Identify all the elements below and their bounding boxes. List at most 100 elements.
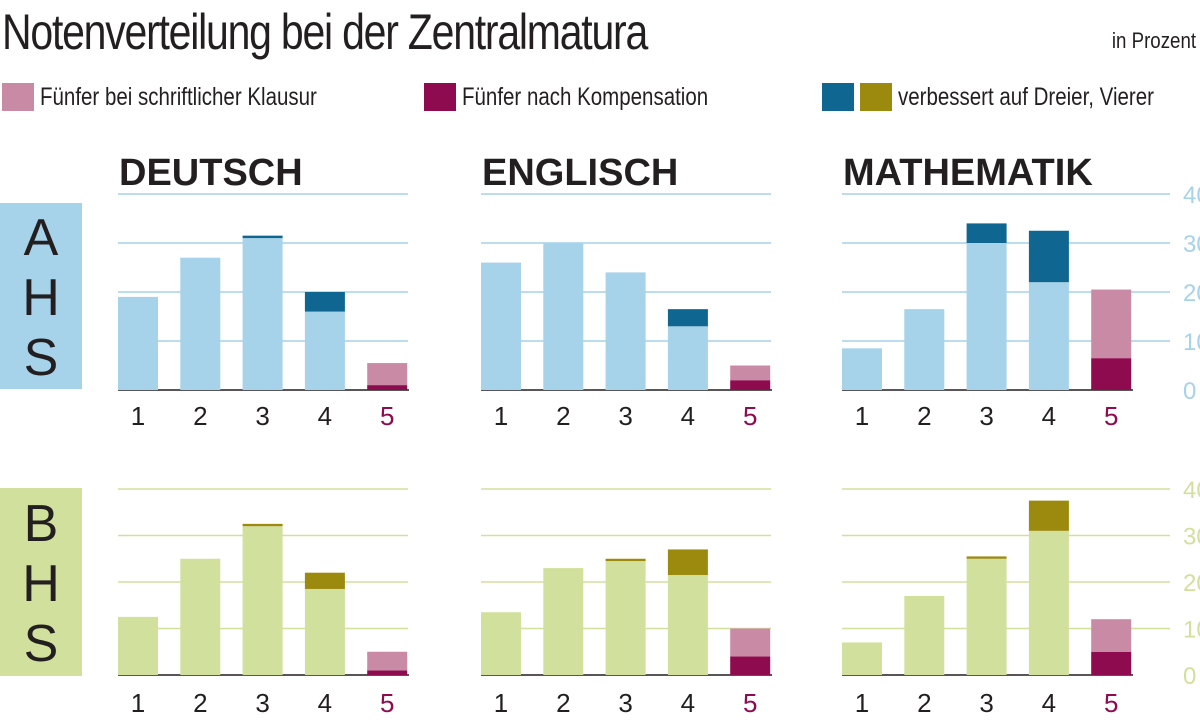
legend-swatch-fail-written <box>2 83 34 111</box>
panel-title-mathematik: MATHEMATIK <box>843 152 1093 194</box>
bhs-mathematik-bar-grade-5-fail-written <box>1091 619 1132 652</box>
legend-label-fail-after: Fünfer nach Kompensation <box>462 82 709 111</box>
legend-swatch-fail-after <box>424 83 456 111</box>
ahs-row-letter-h: H <box>22 269 60 327</box>
bhs-englisch-bar-grade-3-base <box>605 561 646 675</box>
bhs-englisch-bar-grade-3-improved <box>605 558 646 562</box>
ahs-englisch-bar-grade-4-base <box>667 326 708 390</box>
bhs-ytick-40: 40 <box>1183 477 1200 504</box>
bhs-deutsch-tick-3: 3 <box>255 688 269 718</box>
bhs-englisch-tick-2: 2 <box>556 688 570 718</box>
ahs-row-letter-a: A <box>24 209 59 267</box>
bhs-ytick-10: 10 <box>1183 617 1200 644</box>
ahs-deutsch-bar-grade-4-improved <box>304 292 345 312</box>
ahs-englisch-bar-grade-5-fail-after <box>730 380 771 390</box>
bhs-deutsch-bar-grade-4-improved <box>304 572 345 589</box>
bhs-deutsch-tick-1: 1 <box>131 688 145 718</box>
bhs-deutsch-tick-5: 5 <box>380 688 394 718</box>
ahs-mathematik-tick-1: 1 <box>855 401 869 431</box>
bhs-deutsch-bar-grade-3-base <box>242 526 283 675</box>
bhs-englisch-bar-grade-1-base <box>481 612 521 675</box>
ahs-ytick-10: 10 <box>1183 329 1200 356</box>
legend-label-improved: verbessert auf Dreier, Vierer <box>898 82 1154 111</box>
legend-fail-after: Fünfer nach Kompensation <box>424 82 762 112</box>
ahs-mathematik-bar-grade-3-base <box>966 243 1007 390</box>
bhs-deutsch-bar-grade-5-fail-written <box>367 651 408 671</box>
ahs-deutsch-tick-2: 2 <box>193 401 207 431</box>
legend-swatch-improved-bhs <box>860 83 892 111</box>
ahs-englisch-bar-grade-5-fail-written <box>730 365 771 381</box>
bhs-mathematik-bar-grade-3-base <box>966 558 1007 675</box>
ahs-mathematik-bar-grade-4-base <box>1028 282 1069 390</box>
panel-title-englisch: ENGLISCH <box>482 152 678 194</box>
ahs-mathematik-bar-grade-1-base <box>842 348 882 390</box>
ahs-ytick-40: 40 <box>1183 182 1200 209</box>
ahs-mathematik-bar-grade-3-improved <box>966 223 1007 243</box>
ahs-mathematik-bar-grade-5-fail-after <box>1091 358 1132 390</box>
ahs-englisch-tick-2: 2 <box>556 401 570 431</box>
bhs-row-letter-b: B <box>24 495 59 553</box>
bhs-mathematik-bar-grade-3-improved <box>966 556 1007 559</box>
bhs-mathematik-bar-grade-2-base <box>904 595 945 675</box>
bhs-englisch-bar-grade-5-fail-written <box>730 628 771 657</box>
ahs-deutsch-bar-grade-5-fail-written <box>367 363 408 386</box>
ahs-englisch-bar-grade-1-base <box>481 262 521 390</box>
ahs-mathematik-tick-4: 4 <box>1042 401 1056 431</box>
ahs-englisch-tick-4: 4 <box>681 401 695 431</box>
bhs-row-label-bg <box>0 488 82 676</box>
ahs-deutsch-tick-3: 3 <box>255 401 269 431</box>
chart-title: Notenverteilung bei der Zentralmatura <box>2 4 648 60</box>
ahs-englisch-bar-grade-4-improved <box>667 309 708 327</box>
legend-swatch-improved-ahs <box>822 83 854 111</box>
ahs-ytick-0: 0 <box>1183 378 1196 405</box>
bhs-mathematik-tick-5: 5 <box>1104 688 1118 718</box>
ahs-deutsch-tick-5: 5 <box>380 401 394 431</box>
bhs-row-letter-h: H <box>22 555 60 613</box>
bhs-englisch-tick-5: 5 <box>743 688 757 718</box>
ahs-ytick-30: 30 <box>1183 231 1200 258</box>
ahs-mathematik-bar-grade-4-improved <box>1028 230 1069 283</box>
bhs-deutsch-bar-grade-5-fail-after <box>367 670 408 675</box>
ahs-englisch-bar-grade-2-base <box>543 243 584 390</box>
bhs-englisch-bar-grade-2-base <box>543 568 584 675</box>
bhs-ytick-20: 20 <box>1183 570 1200 597</box>
ahs-mathematik-tick-3: 3 <box>979 401 993 431</box>
bhs-englisch-bar-grade-4-base <box>667 575 708 675</box>
ahs-deutsch-tick-4: 4 <box>318 401 332 431</box>
ahs-mathematik-bar-grade-2-base <box>904 309 945 390</box>
ahs-deutsch-bar-grade-3-base <box>242 238 283 390</box>
bhs-deutsch-bar-grade-2-base <box>180 558 221 675</box>
ahs-englisch-bar-grade-3-base <box>605 272 646 390</box>
bhs-englisch-bar-grade-5-fail-after <box>730 656 771 675</box>
legend-improved: verbessert auf Dreier, Vierer <box>822 82 1200 112</box>
bhs-mathematik-tick-4: 4 <box>1042 688 1056 718</box>
bhs-deutsch-tick-2: 2 <box>193 688 207 718</box>
bhs-mathematik-bar-grade-1-base <box>842 642 882 675</box>
bhs-englisch-tick-1: 1 <box>494 688 508 718</box>
ahs-englisch-tick-5: 5 <box>743 401 757 431</box>
bhs-mathematik-bar-grade-5-fail-after <box>1091 651 1132 675</box>
ahs-deutsch-bar-grade-1-base <box>118 296 158 390</box>
bhs-ytick-0: 0 <box>1183 663 1196 690</box>
bhs-deutsch-tick-4: 4 <box>318 688 332 718</box>
ahs-englisch-tick-1: 1 <box>494 401 508 431</box>
bhs-englisch-bar-grade-4-improved <box>667 549 708 576</box>
ahs-deutsch-bar-grade-5-fail-after <box>367 385 408 390</box>
ahs-mathematik-bar-grade-5-fail-written <box>1091 289 1132 359</box>
ahs-deutsch-bar-grade-4-base <box>304 311 345 390</box>
ahs-mathematik-tick-5: 5 <box>1104 401 1118 431</box>
bhs-deutsch-bar-grade-4-base <box>304 588 345 675</box>
ahs-deutsch-bar-grade-3-improved <box>242 235 283 239</box>
ahs-deutsch-bar-grade-2-base <box>180 257 221 390</box>
bhs-mathematik-tick-3: 3 <box>979 688 993 718</box>
ahs-mathematik-tick-2: 2 <box>917 401 931 431</box>
bhs-englisch-tick-3: 3 <box>618 688 632 718</box>
ahs-row-letter-s: S <box>24 329 59 387</box>
bhs-mathematik-bar-grade-4-improved <box>1028 500 1069 531</box>
bhs-englisch-tick-4: 4 <box>681 688 695 718</box>
bhs-ytick-30: 30 <box>1183 524 1200 551</box>
panel-title-deutsch: DEUTSCH <box>119 152 303 194</box>
bhs-mathematik-bar-grade-4-base <box>1028 530 1069 675</box>
bhs-deutsch-bar-grade-1-base <box>118 616 158 675</box>
